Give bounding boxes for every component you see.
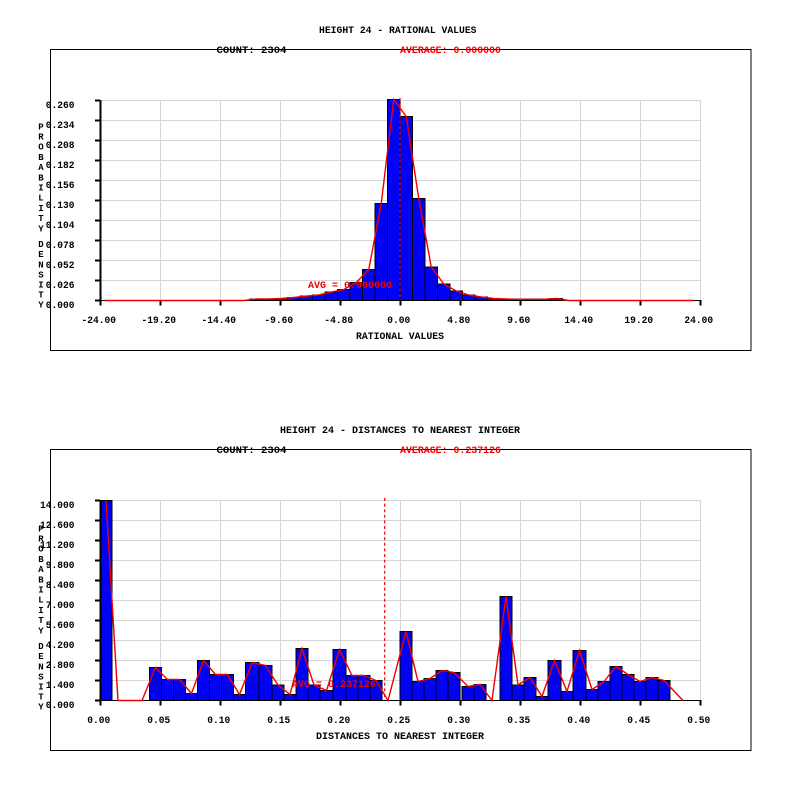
svg-text:0.00: 0.00 <box>87 715 110 727</box>
svg-text:0.234: 0.234 <box>46 120 75 132</box>
svg-text:1.400: 1.400 <box>46 680 75 692</box>
svg-text:E: E <box>38 652 44 662</box>
svg-text:19.20: 19.20 <box>624 315 653 327</box>
svg-text:0.50: 0.50 <box>687 715 710 727</box>
svg-text:0.10: 0.10 <box>207 715 230 727</box>
svg-text:12.600: 12.600 <box>40 520 75 532</box>
svg-text:T: T <box>38 616 44 626</box>
svg-text:0.35: 0.35 <box>507 715 530 727</box>
svg-text:O: O <box>38 143 44 153</box>
svg-text:8.400: 8.400 <box>46 580 75 592</box>
svg-text:0.260: 0.260 <box>46 100 75 112</box>
svg-text:0.208: 0.208 <box>46 140 75 152</box>
svg-text:HEIGHT 24 - RATIONAL VALUES: HEIGHT 24 - RATIONAL VALUES <box>319 25 477 37</box>
svg-text:AVERAGE: 0.237126: AVERAGE: 0.237126 <box>400 445 501 457</box>
svg-text:T: T <box>38 693 44 703</box>
svg-text:0.00: 0.00 <box>387 315 410 327</box>
svg-text:0.000: 0.000 <box>46 700 75 712</box>
svg-text:AVERAGE: 0.000000: AVERAGE: 0.000000 <box>400 45 501 57</box>
svg-text:N: N <box>38 260 43 270</box>
svg-text:9.60: 9.60 <box>507 315 530 327</box>
svg-text:L: L <box>38 596 43 606</box>
svg-text:AVG = 0.237126: AVG = 0.237126 <box>292 679 376 691</box>
svg-text:DISTANCES TO NEAREST INTEGER: DISTANCES TO NEAREST INTEGER <box>316 731 485 743</box>
svg-text:P: P <box>38 524 44 534</box>
svg-text:S: S <box>38 672 44 682</box>
svg-text:B: B <box>38 153 44 163</box>
svg-text:B: B <box>38 575 44 585</box>
svg-text:0.45: 0.45 <box>627 715 650 727</box>
svg-text:0.104: 0.104 <box>46 220 75 232</box>
svg-text:24.00: 24.00 <box>684 315 713 327</box>
svg-text:0.052: 0.052 <box>46 260 75 272</box>
svg-text:0.000: 0.000 <box>46 300 75 312</box>
svg-text:COUNT: 2304: COUNT: 2304 <box>217 445 287 457</box>
svg-text:N: N <box>38 662 43 672</box>
svg-text:D: D <box>38 642 44 652</box>
svg-text:0.25: 0.25 <box>387 715 410 727</box>
svg-text:0.156: 0.156 <box>46 180 75 192</box>
svg-text:A: A <box>38 565 44 575</box>
svg-text:-9.60: -9.60 <box>264 315 293 327</box>
svg-text:I: I <box>38 683 43 693</box>
svg-text:T: T <box>38 291 44 301</box>
svg-text:I: I <box>38 184 43 194</box>
svg-text:A: A <box>38 163 44 173</box>
svg-text:0.40: 0.40 <box>567 715 590 727</box>
svg-text:B: B <box>38 555 44 565</box>
svg-text:HEIGHT 24 - DISTANCES TO NEARE: HEIGHT 24 - DISTANCES TO NEAREST INTEGER <box>280 425 521 437</box>
svg-text:Y: Y <box>38 224 44 234</box>
svg-text:0.078: 0.078 <box>46 240 75 252</box>
svg-text:O: O <box>38 545 44 555</box>
svg-text:P: P <box>38 122 44 132</box>
svg-text:0.05: 0.05 <box>147 715 170 727</box>
svg-text:4.200: 4.200 <box>46 640 75 652</box>
svg-text:B: B <box>38 173 44 183</box>
svg-text:T: T <box>38 214 44 224</box>
svg-text:R: R <box>38 535 44 545</box>
svg-text:E: E <box>38 250 44 260</box>
svg-text:S: S <box>38 270 44 280</box>
svg-text:0.20: 0.20 <box>327 715 350 727</box>
svg-text:RATIONAL VALUES: RATIONAL VALUES <box>356 331 444 343</box>
svg-text:14.40: 14.40 <box>564 315 593 327</box>
svg-text:7.000: 7.000 <box>46 600 75 612</box>
svg-text:0.130: 0.130 <box>46 200 75 212</box>
svg-text:I: I <box>38 586 43 596</box>
svg-text:AVG = 0.000000: AVG = 0.000000 <box>308 280 392 292</box>
svg-text:-24.00: -24.00 <box>82 315 117 327</box>
svg-text:Y: Y <box>38 626 44 636</box>
svg-text:I: I <box>38 204 43 214</box>
svg-text:9.800: 9.800 <box>46 560 75 572</box>
svg-text:4.80: 4.80 <box>447 315 470 327</box>
svg-text:R: R <box>38 133 44 143</box>
svg-text:D: D <box>38 240 44 250</box>
svg-text:-19.20: -19.20 <box>142 315 177 327</box>
svg-text:5.600: 5.600 <box>46 620 75 632</box>
svg-text:2.800: 2.800 <box>46 660 75 672</box>
svg-text:14.000: 14.000 <box>40 500 75 512</box>
svg-text:I: I <box>38 281 43 291</box>
svg-text:-4.80: -4.80 <box>324 315 353 327</box>
svg-text:0.15: 0.15 <box>267 715 290 727</box>
svg-text:I: I <box>38 606 43 616</box>
svg-text:Y: Y <box>38 703 44 713</box>
svg-text:11.200: 11.200 <box>40 540 75 552</box>
svg-text:0.30: 0.30 <box>447 715 470 727</box>
svg-text:0.026: 0.026 <box>46 280 75 292</box>
svg-text:L: L <box>38 194 43 204</box>
svg-text:-14.40: -14.40 <box>202 315 237 327</box>
svg-text:0.182: 0.182 <box>46 160 75 172</box>
svg-text:Y: Y <box>38 301 44 311</box>
svg-text:COUNT: 2304: COUNT: 2304 <box>217 45 287 57</box>
